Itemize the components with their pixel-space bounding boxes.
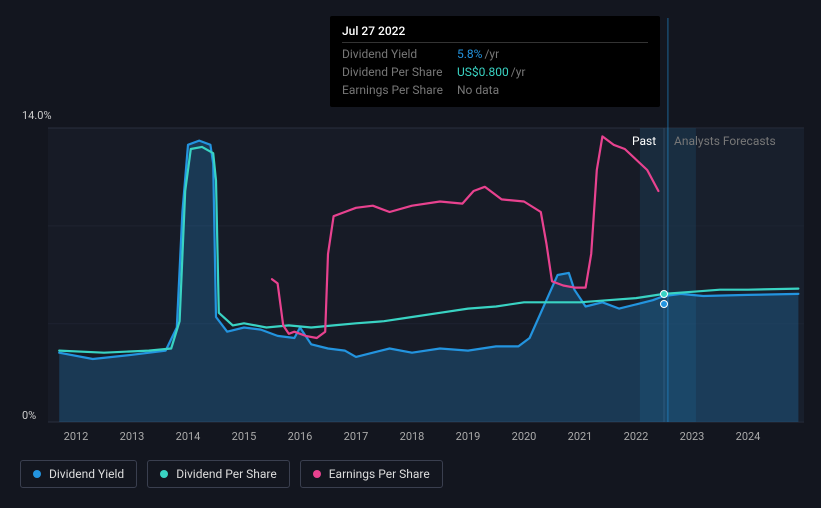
x-axis: 2012 2013 2014 2015 2016 2017 2018 2019 2020 2021…	[48, 430, 805, 450]
tooltip-row: Dividend Per ShareUS$0.800 /yr	[342, 63, 648, 81]
legend-label: Dividend Per Share	[176, 467, 277, 481]
x-axis-tick: 2021	[568, 430, 593, 443]
past-label: Past	[632, 134, 656, 148]
tooltip-row-label: Earnings Per Share	[342, 83, 457, 97]
tooltip-row-label: Dividend Yield	[342, 47, 457, 61]
tooltip-date: Jul 27 2022	[342, 24, 648, 43]
x-axis-tick: 2017	[344, 430, 369, 443]
legend-dot	[313, 470, 321, 478]
x-axis-tick: 2014	[176, 430, 201, 443]
x-axis-tick: 2013	[120, 430, 145, 443]
x-axis-tick: 2012	[64, 430, 89, 443]
legend-item[interactable]: Earnings Per Share	[300, 460, 443, 488]
x-axis-tick: 2018	[400, 430, 425, 443]
legend-label: Earnings Per Share	[329, 467, 430, 481]
x-axis-tick: 2023	[680, 430, 705, 443]
x-axis-tick: 2016	[288, 430, 313, 443]
tooltip-row: Dividend Yield5.8% /yr	[342, 45, 648, 63]
x-axis-tick: 2024	[736, 430, 761, 443]
legend-dot	[33, 470, 41, 478]
x-axis-tick: 2015	[232, 430, 257, 443]
tooltip-row-unit: /yr	[484, 47, 499, 61]
chart-legend: Dividend Yield Dividend Per Share Earnings…	[20, 460, 443, 488]
legend-dot	[160, 470, 168, 478]
x-axis-tick: 2022	[624, 430, 649, 443]
dividend-chart: 14.0% 0% Past Analysts Forecasts 2012201…	[0, 0, 821, 508]
tooltip-row-label: Dividend Per Share	[342, 65, 457, 79]
tooltip-row-value: No data	[457, 83, 499, 97]
series-marker	[660, 300, 668, 308]
legend-label: Dividend Yield	[49, 467, 124, 481]
tooltip-row: Earnings Per ShareNo data	[342, 81, 648, 99]
x-axis-tick: 2020	[512, 430, 537, 443]
series-marker	[660, 290, 668, 298]
tooltip-row-value: US$0.800	[457, 65, 509, 79]
tooltip-row-unit: /yr	[511, 65, 526, 79]
tooltip-row-value: 5.8%	[457, 47, 482, 61]
chart-tooltip: Jul 27 2022 Dividend Yield5.8% /yrDivide…	[330, 16, 660, 107]
legend-item[interactable]: Dividend Per Share	[147, 460, 290, 488]
x-axis-tick: 2019	[456, 430, 481, 443]
legend-item[interactable]: Dividend Yield	[20, 460, 137, 488]
forecast-label: Analysts Forecasts	[674, 134, 776, 148]
